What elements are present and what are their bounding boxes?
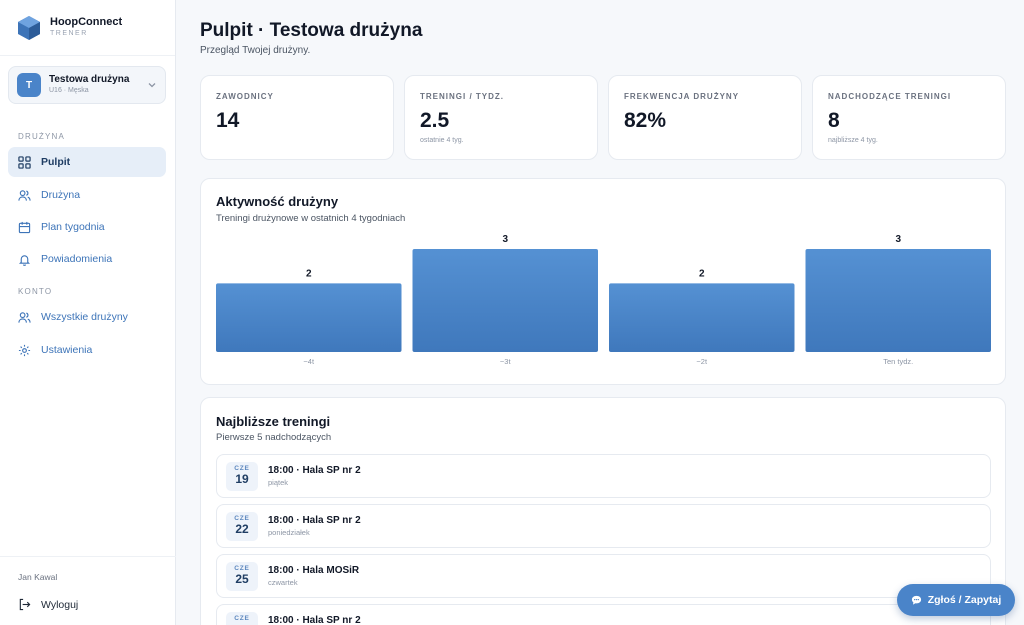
users-icon	[18, 189, 31, 201]
date-day: 25	[235, 572, 249, 586]
page-title: Pulpit · Testowa drużyna	[200, 20, 423, 41]
stat-label: FREKWENCJA DRUŻYNY	[624, 92, 740, 101]
date-badge: CZE 25	[226, 562, 258, 591]
chart-bar	[805, 249, 991, 352]
stat-card-upcoming-trainings: NADCHODZĄCE TRENINGI 8 najbliższe 4 tyg.	[812, 75, 1006, 160]
date-badge: CZE	[226, 612, 258, 625]
team-category: U16 · Męska	[49, 87, 89, 94]
chart-category-label: −2t	[696, 357, 708, 366]
stat-note: ostatnie 4 tyg.	[420, 137, 464, 144]
training-weekday: poniedziałek	[268, 528, 310, 537]
brand[interactable]: HoopConnect TRENER	[0, 0, 175, 56]
brand-role: TRENER	[50, 30, 88, 37]
training-item[interactable]: CZE 22 18:00 · Hala SP nr 2 poniedziałek	[216, 504, 991, 548]
sidebar-item-label: Wszystkie drużyny	[41, 311, 128, 323]
chart-bar	[412, 249, 598, 352]
stat-value: 82%	[624, 109, 667, 132]
bell-icon	[18, 254, 31, 266]
training-weekday: czwartek	[268, 578, 298, 587]
stat-label: ZAWODNICY	[216, 92, 274, 101]
chart-bar	[609, 283, 795, 352]
sidebar-item-label: Ustawienia	[41, 344, 93, 356]
sidebar-item-plan-tygodnia[interactable]: Plan tygodnia	[8, 212, 166, 242]
logo-icon	[18, 15, 40, 40]
logout-label: Wyloguj	[41, 598, 79, 611]
stat-value: 14	[216, 109, 240, 132]
date-month: CZE	[234, 465, 250, 472]
chart-category-label: −3t	[500, 357, 512, 366]
gear-icon	[18, 344, 31, 356]
chart-bar	[216, 283, 402, 352]
dashboard-icon	[18, 155, 31, 169]
current-user-name: Jan Kawal	[18, 572, 58, 582]
chat-icon	[911, 595, 921, 605]
sidebar-footer-divider	[0, 556, 176, 557]
date-month: CZE	[234, 515, 250, 522]
chart-value-label: 3	[895, 234, 901, 245]
stat-note: najbliższe 4 tyg.	[828, 137, 878, 144]
sidebar-item-label: Plan tygodnia	[41, 221, 105, 233]
sidebar: HoopConnect TRENER T Testowa drużyna U16…	[0, 0, 176, 625]
section-label-account: KONTO	[18, 287, 53, 296]
users-icon	[18, 311, 31, 323]
training-title: 18:00 · Hala SP nr 2	[268, 465, 361, 476]
stat-card-attendance: FREKWENCJA DRUŻYNY 82%	[608, 75, 802, 160]
sidebar-item-druzyna[interactable]: Drużyna	[8, 180, 166, 210]
stat-value: 2.5	[420, 109, 450, 132]
report-question-button[interactable]: Zgłoś / Zapytaj	[897, 584, 1015, 616]
date-day: 19	[235, 472, 249, 486]
team-name: Testowa drużyna	[49, 74, 130, 85]
section-label-team: DRUŻYNA	[18, 132, 66, 141]
training-title: 18:00 · Hala MOSiR	[268, 565, 360, 576]
logout-button[interactable]: Wyloguj	[18, 598, 78, 611]
sidebar-item-label: Drużyna	[41, 189, 81, 201]
chart-category-label: −4t	[303, 357, 315, 366]
calendar-icon	[18, 221, 31, 233]
activity-panel: Aktywność drużyny Treningi drużynowe w o…	[200, 178, 1006, 385]
stat-value: 8	[828, 109, 840, 132]
sidebar-item-pulpit[interactable]: Pulpit	[8, 147, 166, 177]
upcoming-title: Najbliższe treningi	[216, 414, 331, 429]
stat-card-players: ZAWODNICY 14	[200, 75, 394, 160]
upcoming-subtitle: Pierwsze 5 nadchodzących	[216, 432, 332, 443]
date-month: CZE	[234, 565, 250, 572]
chart-value-label: 2	[699, 268, 705, 279]
chart-value-label: 3	[502, 234, 508, 245]
training-item[interactable]: CZE 25 18:00 · Hala MOSiR czwartek	[216, 554, 991, 598]
date-badge: CZE 22	[226, 512, 258, 541]
upcoming-trainings-panel: Najbliższe treningi Pierwsze 5 nadchodzą…	[200, 397, 1006, 625]
training-item[interactable]: CZE 18:00 · Hala SP nr 2	[216, 604, 991, 625]
chart-value-label: 2	[306, 268, 312, 279]
sidebar-item-label: Pulpit	[41, 156, 71, 168]
team-avatar: T	[17, 73, 41, 97]
chevron-down-icon	[148, 83, 156, 88]
activity-subtitle: Treningi drużynowe w ostatnich 4 tygodni…	[216, 213, 406, 224]
activity-title: Aktywność drużyny	[216, 194, 339, 209]
chart-category-label: Ten tydz.	[883, 357, 913, 366]
stat-label: NADCHODZĄCE TRENINGI	[828, 92, 952, 101]
sidebar-item-wszystkie-druzyny[interactable]: Wszystkie drużyny	[8, 302, 166, 332]
stat-card-trainings-per-week: TRENINGI / TYDZ. 2.5 ostatnie 4 tyg.	[404, 75, 598, 160]
sidebar-item-label: Powiadomienia	[41, 253, 113, 265]
date-day: 22	[235, 522, 249, 536]
training-item[interactable]: CZE 19 18:00 · Hala SP nr 2 piątek	[216, 454, 991, 498]
training-weekday: piątek	[268, 478, 289, 487]
sidebar-item-ustawienia[interactable]: Ustawienia	[8, 335, 166, 365]
date-month: CZE	[234, 615, 250, 622]
sidebar-item-powiadomienia[interactable]: Powiadomienia	[8, 244, 166, 274]
training-title: 18:00 · Hala SP nr 2	[268, 515, 361, 526]
brand-name: HoopConnect	[50, 16, 123, 28]
training-title: 18:00 · Hala SP nr 2	[268, 615, 361, 625]
team-selector[interactable]: T Testowa drużyna U16 · Męska	[8, 66, 166, 104]
date-badge: CZE 19	[226, 462, 258, 491]
logout-icon	[19, 598, 31, 611]
stat-label: TRENINGI / TYDZ.	[420, 92, 504, 101]
activity-bar-chart: 2 −4t 3 −3t 2 −2t 3 Ten tydz.	[216, 234, 991, 366]
page-subtitle: Przegląd Twojej drużyny.	[200, 45, 311, 56]
report-button-label: Zgłoś / Zapytaj	[927, 594, 1002, 606]
